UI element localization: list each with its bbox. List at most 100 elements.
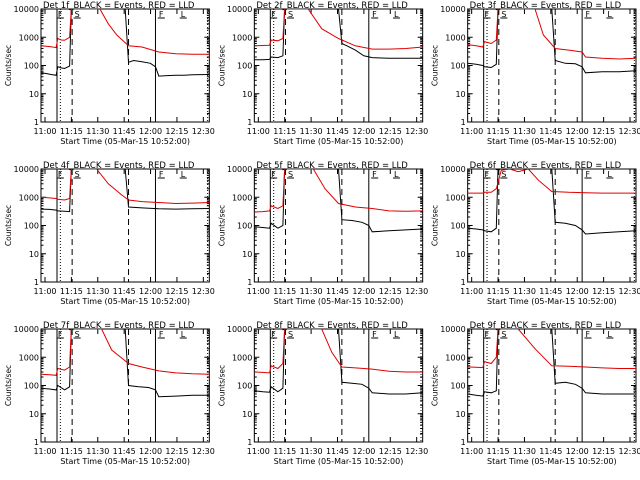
flag-label: F bbox=[586, 170, 591, 179]
x-tick-label: 12:00 bbox=[566, 127, 589, 136]
flag-label: S bbox=[288, 10, 293, 19]
y-tick-label: 1 bbox=[247, 278, 252, 287]
y-tick-label: 10000 bbox=[14, 165, 39, 174]
plot-frame bbox=[467, 328, 637, 443]
y-axis-label: Counts/sec bbox=[431, 205, 440, 246]
flag-label: F bbox=[159, 10, 164, 19]
x-tick-label: 12:30 bbox=[618, 287, 640, 296]
plot-frame bbox=[253, 8, 424, 123]
y-axis-label: Counts/sec bbox=[4, 365, 13, 406]
series-line-events bbox=[254, 329, 423, 395]
flag-label: F bbox=[271, 330, 276, 339]
y-tick-label: 1000 bbox=[445, 353, 465, 362]
x-axis-label: Start Time (05-Mar-15 10:52:00) bbox=[60, 457, 190, 466]
x-tick-label: 12:15 bbox=[165, 127, 188, 136]
x-tick-label: 11:00 bbox=[460, 287, 483, 296]
x-tick-label: 11:00 bbox=[247, 447, 270, 456]
x-tick-label: 11:30 bbox=[513, 447, 536, 456]
x-axis-label: Start Time (05-Mar-15 10:52:00) bbox=[60, 297, 190, 306]
panel-det-9: Det 9f_BLACK = Events, RED = LLD 1 10 100 10… bbox=[431, 321, 640, 466]
y-axis-label: Counts/sec bbox=[431, 365, 440, 406]
y-tick-label: 1000 bbox=[19, 33, 39, 42]
y-tick-label: 10 bbox=[29, 90, 39, 99]
flag-label: F bbox=[58, 10, 63, 19]
y-tick-label: 100 bbox=[237, 222, 252, 231]
x-tick-label: 12:30 bbox=[618, 447, 640, 456]
x-tick-label: 12:00 bbox=[139, 127, 162, 136]
y-tick-label: 1000 bbox=[445, 33, 465, 42]
y-tick-label: 100 bbox=[24, 62, 39, 71]
flag-label: F bbox=[58, 170, 63, 179]
flag-label: L bbox=[607, 330, 612, 339]
flag-label: L bbox=[394, 170, 399, 179]
flag-label: F bbox=[58, 330, 63, 339]
flag-label: F bbox=[586, 330, 591, 339]
x-tick-label: 11:00 bbox=[33, 447, 56, 456]
y-tick-label: 1000 bbox=[232, 193, 252, 202]
plot-frame bbox=[467, 8, 637, 123]
panel-det-4: Det 4f_BLACK = Events, RED = LLD 1 10 100 10… bbox=[4, 161, 215, 306]
flag-label: F bbox=[372, 330, 377, 339]
flag-label: F bbox=[159, 170, 164, 179]
flag-label: F bbox=[485, 170, 490, 179]
y-tick-label: 10 bbox=[242, 90, 252, 99]
plot-frame bbox=[40, 168, 210, 283]
series-line-lld bbox=[41, 9, 210, 55]
y-tick-label: 1000 bbox=[19, 353, 39, 362]
panel-title: Det 2f_BLACK = Events, RED = LLD bbox=[256, 1, 408, 11]
x-tick-label: 12:15 bbox=[592, 447, 615, 456]
x-tick-label: 11:45 bbox=[113, 287, 136, 296]
flag-label: F bbox=[271, 170, 276, 179]
x-axis-label: Start Time (05-Mar-15 10:52:00) bbox=[487, 457, 617, 466]
x-tick-label: 12:30 bbox=[192, 447, 215, 456]
x-tick-label: 11:15 bbox=[273, 287, 296, 296]
y-tick-label: 10000 bbox=[227, 165, 252, 174]
x-tick-label: 11:45 bbox=[113, 447, 136, 456]
series-line-events bbox=[467, 169, 636, 235]
y-tick-label: 10000 bbox=[440, 5, 465, 14]
flag-label: L bbox=[394, 330, 399, 339]
x-tick-label: 12:00 bbox=[566, 447, 589, 456]
series-line-events bbox=[254, 9, 423, 61]
series-line-lld bbox=[254, 9, 423, 50]
flag-label: L bbox=[181, 10, 186, 19]
x-tick-label: 11:15 bbox=[487, 447, 510, 456]
panel-det-6: Det 6f_BLACK = Events, RED = LLD 1 10 100 10… bbox=[431, 161, 640, 306]
x-tick-label: 12:15 bbox=[165, 447, 188, 456]
series-line-events bbox=[41, 9, 210, 77]
flag-label: S bbox=[288, 330, 293, 339]
x-tick-label: 11:30 bbox=[513, 287, 536, 296]
x-tick-label: 11:00 bbox=[247, 287, 270, 296]
x-tick-label: 11:00 bbox=[33, 287, 56, 296]
y-tick-label: 1000 bbox=[232, 33, 252, 42]
flag-label: S bbox=[75, 170, 80, 179]
x-tick-label: 11:30 bbox=[513, 127, 536, 136]
flag-label: L bbox=[181, 170, 186, 179]
y-tick-label: 10000 bbox=[440, 165, 465, 174]
flag-label: S bbox=[75, 330, 80, 339]
x-tick-label: 11:30 bbox=[86, 447, 109, 456]
y-tick-label: 1 bbox=[34, 438, 39, 447]
y-axis-label: Counts/sec bbox=[4, 45, 13, 86]
x-tick-label: 12:00 bbox=[566, 287, 589, 296]
series-line-lld bbox=[467, 169, 636, 194]
y-tick-label: 10 bbox=[242, 250, 252, 259]
x-tick-label: 11:15 bbox=[487, 127, 510, 136]
flag-label: L bbox=[181, 330, 186, 339]
y-tick-label: 1 bbox=[34, 278, 39, 287]
x-tick-label: 11:15 bbox=[60, 127, 83, 136]
x-tick-label: 12:00 bbox=[352, 287, 375, 296]
y-tick-label: 1 bbox=[34, 118, 39, 127]
flag-label: F bbox=[485, 330, 490, 339]
x-tick-label: 11:45 bbox=[113, 127, 136, 136]
x-tick-label: 12:15 bbox=[379, 287, 402, 296]
y-tick-label: 100 bbox=[237, 382, 252, 391]
x-tick-label: 12:30 bbox=[192, 287, 215, 296]
x-tick-label: 11:30 bbox=[86, 287, 109, 296]
panel-title: Det 4f_BLACK = Events, RED = LLD bbox=[43, 161, 195, 171]
series-line-events bbox=[254, 169, 423, 233]
panel-title: Det 3f_BLACK = Events, RED = LLD bbox=[470, 1, 622, 11]
panel-title: Det 7f_BLACK = Events, RED = LLD bbox=[43, 321, 195, 331]
y-tick-label: 1 bbox=[461, 278, 466, 287]
